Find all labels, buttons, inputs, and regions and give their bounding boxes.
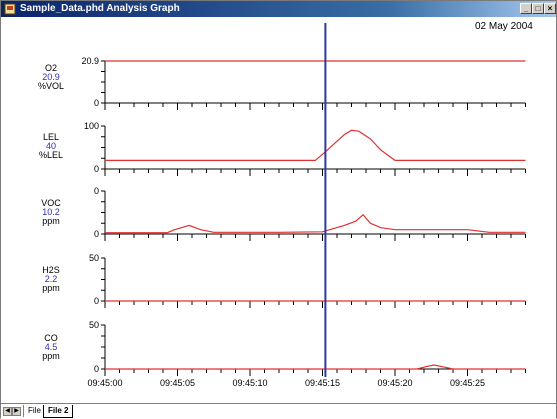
channel-name: O2	[44, 63, 57, 73]
tab-file-1[interactable]: File 1	[23, 405, 52, 417]
time-tick-label: 09:45:20	[377, 378, 412, 388]
y-tick-label: 50	[89, 253, 99, 263]
app-icon	[4, 3, 16, 15]
channel-value: 20.9	[42, 72, 60, 82]
channel-name: CO	[44, 333, 58, 343]
channel-label-h2s: H2S 2.2 ppm	[21, 266, 81, 293]
channel-unit: ppm	[42, 283, 60, 293]
channel-value: 2.2	[44, 274, 58, 284]
tab-scroll-right-button[interactable]: ▶	[12, 407, 21, 416]
time-tick-label: 09:45:10	[232, 378, 267, 388]
channel-label-lel: LEL 40 %LEL	[21, 133, 81, 160]
channel-unit: ppm	[42, 351, 60, 361]
channel-value: 4.5	[44, 342, 58, 352]
channel-unit: %LEL	[38, 150, 64, 160]
channel-label-co: CO 4.5 ppm	[21, 334, 81, 361]
tab-file-2[interactable]: File 2	[43, 405, 74, 418]
window-title: Sample_Data.phd Analysis Graph	[20, 3, 180, 14]
time-tick-label: 09:45:05	[160, 378, 195, 388]
analysis-graph[interactable]: 20.9 0 100 0 0 0 50 0 50 0 09:45:00 09:45:05 09:45:1…	[1, 1, 556, 401]
channel-unit: %VOL	[37, 81, 64, 91]
channel-name: LEL	[42, 132, 59, 142]
y-tick-label: 50	[89, 320, 99, 330]
y-tick-label: 0	[94, 98, 99, 108]
channel-name: H2S	[42, 265, 60, 275]
time-tick-label: 09:45:25	[450, 378, 485, 388]
channel-unit: ppm	[42, 216, 60, 226]
y-tick-label: 0	[94, 229, 99, 239]
y-tick-label: 0	[94, 296, 99, 306]
time-tick-label: 09:45:15	[305, 378, 340, 388]
y-tick-label: 100	[84, 121, 99, 131]
channel-value: 40	[45, 141, 56, 151]
maximize-button[interactable]: □	[532, 3, 544, 14]
channel-label-voc: VOC 10.2 ppm	[21, 199, 81, 226]
channel-value: 10.2	[42, 207, 60, 217]
y-tick-label: 0	[94, 364, 99, 374]
close-button[interactable]: ×	[544, 3, 556, 14]
channel-label-o2: O2 20.9 %VOL	[21, 64, 81, 91]
tab-scroll-left-button[interactable]: ◀	[3, 407, 12, 416]
title-bar[interactable]: Sample_Data.phd Analysis Graph _ □ ×	[1, 1, 556, 17]
series-line-lel	[105, 129, 526, 161]
minimize-button[interactable]: _	[520, 3, 532, 14]
series-line-co	[105, 364, 526, 370]
y-tick-label: 0	[94, 186, 99, 196]
graph-date: 02 May 2004	[475, 21, 533, 32]
channel-name: VOC	[41, 198, 61, 208]
y-tick-label: 20.9	[81, 56, 99, 66]
series-line-voc	[105, 213, 526, 234]
time-tick-label: 09:45:00	[87, 378, 122, 388]
y-tick-label: 0	[94, 164, 99, 174]
sheet-tab-bar: ◀ ▶ File 1 File 2	[1, 403, 556, 419]
